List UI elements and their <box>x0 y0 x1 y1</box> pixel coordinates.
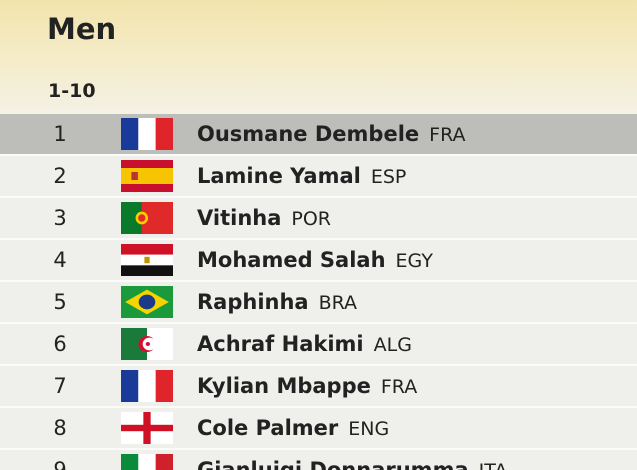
player-name: Ousmane Dembele <box>197 122 420 146</box>
flag <box>121 370 173 402</box>
table-row: 1 Ousmane Dembele FRA <box>0 114 637 156</box>
country: BRA <box>318 292 358 314</box>
rank: 7 <box>53 374 67 398</box>
subtitle: 1-10 <box>48 80 96 102</box>
rank: 9 <box>53 458 67 470</box>
title: Men <box>47 12 117 46</box>
country: FRA <box>429 124 466 146</box>
rank: 2 <box>53 164 67 188</box>
table-row: 3 Vitinha POR <box>0 198 637 240</box>
table-row: 8 Cole Palmer ENG <box>0 408 637 450</box>
flag <box>121 118 173 150</box>
country: ESP <box>370 166 407 188</box>
rank: 8 <box>53 416 67 440</box>
table-row: 6 Achraf Hakimi ALG <box>0 324 637 366</box>
rank: 3 <box>53 206 67 230</box>
player-name: Raphinha <box>197 290 309 314</box>
country: ALG <box>373 334 412 356</box>
flag <box>121 244 173 276</box>
player-name: Gianluigi Donnarumma <box>197 458 469 470</box>
table-row: 4 Mohamed Salah EGY <box>0 240 637 282</box>
country: FRA <box>380 376 418 398</box>
player-name: Kylian Mbappe <box>197 374 371 398</box>
player-name: Vitinha <box>197 206 282 230</box>
rank: 5 <box>53 290 67 314</box>
flag <box>121 202 173 234</box>
country: EGY <box>395 250 433 272</box>
table-row: 9 Gianluigi Donnarumma ITA <box>0 450 637 470</box>
player-name: Cole Palmer <box>197 416 339 440</box>
player-name: Lamine Yamal <box>197 164 361 188</box>
rank: 1 <box>53 122 67 146</box>
flag <box>121 328 173 360</box>
country: ENG <box>348 418 390 440</box>
table-row: 7 Kylian Mbappe FRA <box>0 366 637 408</box>
flag <box>121 412 173 444</box>
player-name: Achraf Hakimi <box>197 332 364 356</box>
table-row: 2 Lamine Yamal ESP <box>0 156 637 198</box>
table-row: 5 Raphinha BRA <box>0 282 637 324</box>
country: POR <box>291 208 332 230</box>
flag <box>121 160 173 192</box>
flag <box>121 454 173 470</box>
rank: 6 <box>53 332 67 356</box>
flag <box>121 286 173 318</box>
country: ITA <box>479 460 508 470</box>
rank: 4 <box>53 248 67 272</box>
player-name: Mohamed Salah <box>197 248 386 272</box>
